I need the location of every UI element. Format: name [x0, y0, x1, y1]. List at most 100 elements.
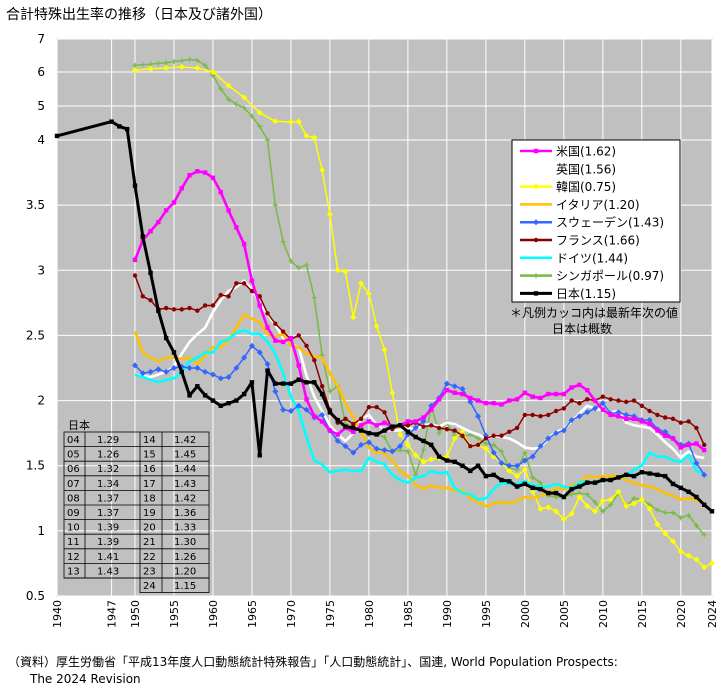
data-point [404, 441, 411, 448]
data-point [358, 423, 364, 428]
table-cell: 1.39 [97, 523, 119, 534]
data-point [514, 473, 521, 480]
data-point [483, 441, 489, 447]
data-point [530, 485, 535, 491]
data-point [468, 468, 473, 474]
legend-item: ドイツ(1.44) [520, 251, 628, 265]
data-point [662, 510, 668, 516]
data-point [631, 473, 637, 479]
data-point [537, 505, 544, 512]
data-point [436, 454, 442, 459]
data-point [147, 368, 154, 375]
table-cell: 14 [143, 435, 156, 446]
data-point [163, 60, 169, 66]
data-point [560, 516, 567, 523]
data-point [686, 489, 691, 494]
data-point [638, 496, 645, 503]
data-point [319, 166, 326, 173]
data-point [131, 67, 138, 74]
data-point [226, 400, 231, 406]
data-point [421, 424, 426, 429]
data-point [420, 458, 427, 465]
table-header: 日本 [68, 418, 90, 432]
data-point [546, 490, 551, 496]
legend-label: シンガポール(0.97) [556, 269, 664, 283]
data-point [538, 414, 543, 419]
data-point [272, 388, 279, 395]
legend-note-line-1: ＊凡例カッコ内は最新年次の値 [510, 305, 678, 320]
data-point [600, 477, 606, 483]
legend-label: 日本(1.15) [556, 287, 616, 301]
data-point [491, 472, 496, 478]
legend-label: 米国(1.62) [556, 145, 616, 159]
legend-item: 韓国(0.75) [520, 180, 616, 194]
y-tick-label: 7 [37, 32, 45, 46]
y-tick-label: 2.5 [26, 328, 45, 342]
data-point [296, 333, 301, 338]
table-cell: 16 [143, 464, 156, 475]
x-tick-label: 2000 [519, 600, 532, 628]
data-point [171, 307, 177, 312]
table-cell: 1.32 [97, 464, 119, 475]
table-cell: 06 [67, 464, 80, 475]
table-cell: 1.26 [174, 552, 196, 563]
data-point [327, 428, 333, 433]
data-point [365, 439, 372, 446]
data-point [678, 445, 684, 450]
data-point [234, 398, 239, 403]
data-point [561, 391, 567, 397]
data-point [413, 434, 418, 440]
data-point [350, 449, 357, 456]
table-cell: 1.36 [174, 508, 196, 519]
data-point [327, 388, 333, 394]
data-point [374, 432, 379, 437]
data-point [670, 510, 676, 516]
data-point [280, 339, 286, 345]
data-point [287, 118, 294, 125]
data-point [202, 62, 208, 68]
data-point [202, 368, 209, 375]
data-point [452, 390, 457, 395]
data-point [148, 298, 153, 303]
data-point [616, 475, 621, 480]
data-point [389, 448, 396, 455]
data-point [460, 433, 465, 438]
x-tick-label: 1975 [324, 600, 337, 628]
data-point [436, 425, 442, 431]
data-point [624, 399, 629, 405]
legend-item: イタリア(1.20) [520, 198, 640, 212]
data-point [608, 412, 613, 418]
data-point [568, 510, 575, 517]
data-point [468, 395, 473, 401]
data-point [178, 64, 185, 71]
data-point [639, 419, 645, 424]
data-point [499, 402, 504, 407]
data-point [140, 294, 145, 299]
data-point [163, 368, 170, 375]
data-point [702, 502, 707, 507]
data-point [210, 398, 216, 403]
data-point [428, 456, 435, 463]
data-point [351, 421, 356, 427]
table-cell: 09 [67, 508, 80, 519]
data-point [234, 225, 239, 230]
x-tick-label: 1955 [168, 600, 181, 628]
data-point [615, 488, 622, 495]
data-point [436, 430, 442, 436]
data-point [655, 472, 660, 478]
data-point [560, 427, 567, 434]
data-point [475, 442, 481, 448]
data-point [257, 303, 262, 308]
data-point [701, 532, 707, 538]
table-cell: 18 [143, 493, 156, 504]
data-point [225, 82, 232, 89]
table-cell: 10 [67, 523, 80, 534]
data-point [304, 343, 309, 349]
data-point [405, 423, 411, 428]
data-point [522, 450, 528, 456]
data-point [663, 473, 668, 479]
data-point [187, 56, 193, 62]
data-point [709, 560, 715, 567]
data-point [233, 365, 240, 371]
data-point [475, 413, 482, 420]
